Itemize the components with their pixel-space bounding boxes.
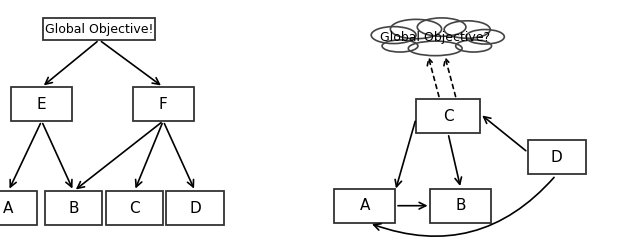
Ellipse shape [390,19,442,39]
Text: C: C [443,109,453,124]
FancyBboxPatch shape [133,87,193,121]
Text: D: D [551,150,563,165]
Ellipse shape [371,27,416,44]
Ellipse shape [456,40,492,52]
FancyBboxPatch shape [12,87,72,121]
Ellipse shape [384,28,486,50]
Text: A: A [3,201,13,216]
Text: B: B [456,198,466,213]
Text: E: E [36,97,47,112]
Ellipse shape [408,41,462,56]
Ellipse shape [466,30,504,44]
Text: F: F [159,97,168,112]
Text: Global Objective?: Global Objective? [380,31,490,44]
Text: A: A [360,198,370,213]
Text: C: C [129,201,140,216]
FancyBboxPatch shape [45,191,102,225]
FancyBboxPatch shape [44,18,155,40]
FancyBboxPatch shape [166,191,224,225]
Ellipse shape [417,18,466,36]
FancyBboxPatch shape [430,189,492,223]
Text: Global Objective!: Global Objective! [45,23,154,36]
FancyBboxPatch shape [528,140,586,174]
FancyBboxPatch shape [0,191,37,225]
Text: D: D [189,201,201,216]
Text: B: B [68,201,79,216]
FancyBboxPatch shape [106,191,163,225]
Ellipse shape [382,40,418,52]
Ellipse shape [385,29,485,47]
Ellipse shape [444,21,490,38]
FancyBboxPatch shape [416,99,480,133]
FancyBboxPatch shape [334,189,395,223]
